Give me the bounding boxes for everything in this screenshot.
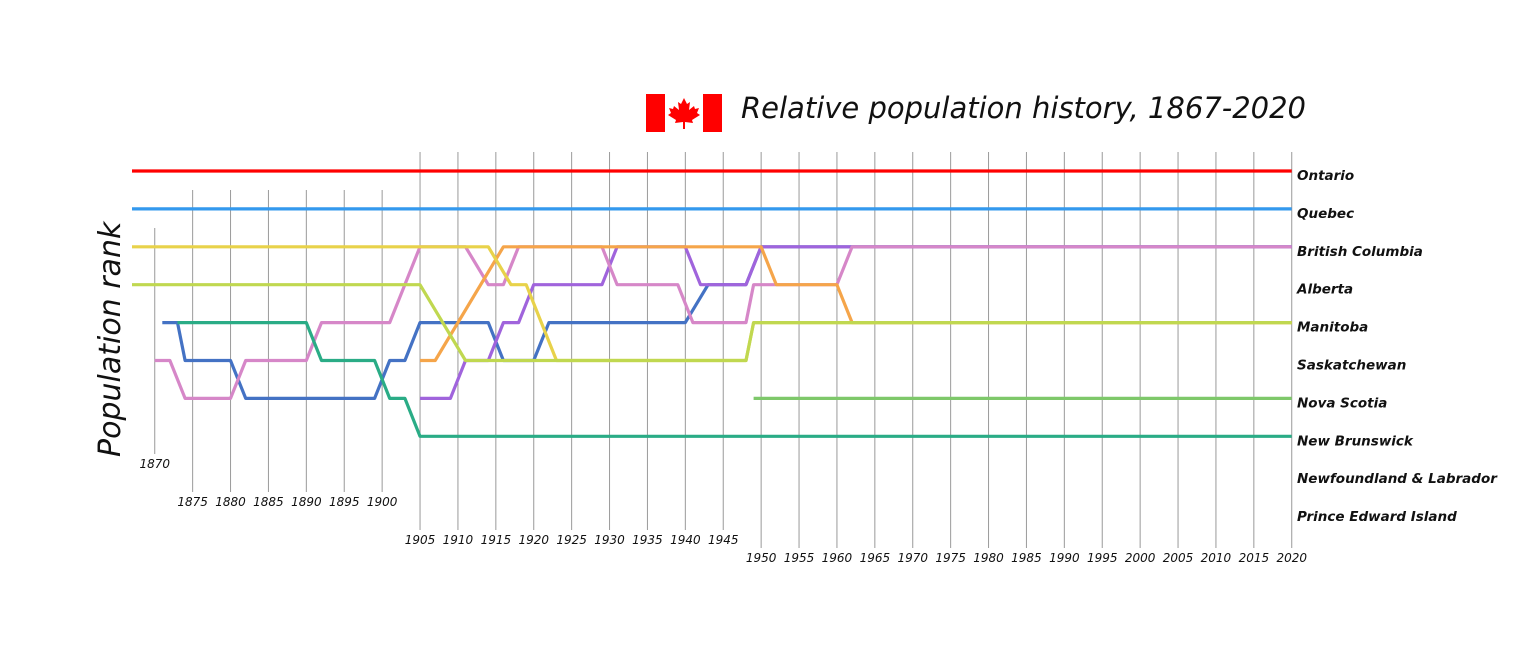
x-tick-label: 1935 [632,533,663,547]
series-line-saskatchewan [420,245,1292,363]
series-label-newfoundland-labrador: Newfoundland & Labrador [1297,471,1498,487]
x-tick-label: 2020 [1276,551,1307,565]
series-label-new-brunswick: New Brunswick [1297,433,1414,449]
series-label-prince-edward-island: Prince Edward Island [1297,509,1457,525]
x-tick-label: 1895 [329,495,360,509]
series-label-british-columbia: British Columbia [1297,244,1423,260]
series-line-manitoba [154,245,1292,400]
series-label-nova-scotia: Nova Scotia [1297,395,1387,411]
x-tick-label: 1920 [518,533,549,547]
x-tick-label: 2000 [1125,551,1156,565]
x-tick-label: 1990 [1049,551,1080,565]
x-tick-label: 1880 [215,495,246,509]
x-tick-label: 1965 [860,551,891,565]
province-labels: Ontario Quebec British Columbia Alberta Mani… [1296,168,1498,525]
series-label-quebec: Quebec [1297,206,1354,222]
x-tick-label: 1995 [1087,551,1118,565]
canada-flag-icon [646,94,722,132]
x-tick-label: 1875 [177,495,208,509]
x-tick-label: 1900 [367,495,398,509]
x-tick-label: 1970 [897,551,928,565]
x-tick-label: 1945 [708,533,739,547]
x-tick-label: 1960 [822,551,853,565]
x-tick-label: 1910 [443,533,474,547]
series-label-saskatchewan: Saskatchewan [1297,358,1406,374]
series-label-ontario: Ontario [1297,168,1354,184]
series-line-prince-edward-island [177,321,1292,438]
chart-title: Relative population history, 1867-2020 [741,91,1306,125]
x-tick-label: 1985 [1011,551,1042,565]
x-tick-label: 1915 [481,533,512,547]
x-tick-label: 1955 [784,551,815,565]
x-tick-label: 2015 [1239,551,1270,565]
x-tick-label: 2005 [1163,551,1194,565]
x-tick-label: 1870 [139,457,170,471]
x-tick-label: 1925 [556,533,587,547]
x-tick-label: 2010 [1201,551,1232,565]
x-tick-label: 1905 [405,533,436,547]
x-tick-label: 1980 [973,551,1004,565]
x-tick-label: 1890 [291,495,322,509]
x-tick-label: 1975 [935,551,966,565]
x-tick-label: 1940 [670,533,701,547]
x-tick-label: 1885 [253,495,284,509]
x-tick-labels: 1870 1875 1880 1885 1890 1895 1900 1905 1910 1915… [139,457,1307,565]
y-axis-label: Population rank [93,220,128,457]
series-label-manitoba: Manitoba [1297,320,1368,336]
grid-lines [154,152,1293,548]
series-line-new-brunswick [132,283,1292,363]
x-tick-label: 1950 [746,551,777,565]
x-tick-label: 1930 [594,533,625,547]
series-lines [132,169,1292,438]
series-label-alberta: Alberta [1296,282,1353,298]
